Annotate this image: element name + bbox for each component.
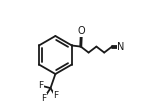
Text: F: F [39,81,44,90]
Text: N: N [117,42,125,52]
Text: F: F [54,91,59,100]
Text: O: O [77,26,85,36]
Text: F: F [41,94,47,103]
